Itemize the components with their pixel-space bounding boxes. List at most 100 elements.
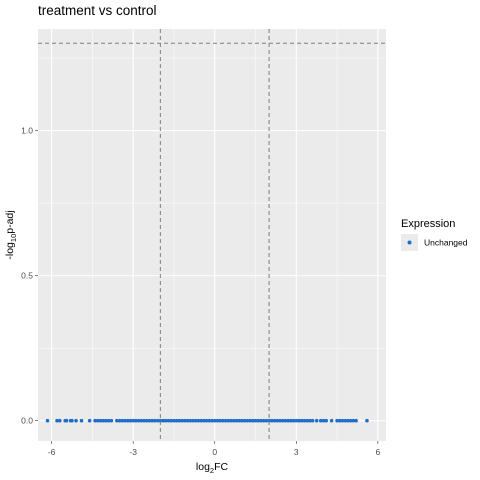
data-point-unchanged (131, 418, 135, 423)
data-point-unchanged (188, 418, 193, 423)
data-point-unchanged (308, 418, 312, 423)
data-point-unchanged (299, 418, 304, 423)
data-point-unchanged (139, 418, 144, 423)
data-point-unchanged (318, 418, 323, 423)
legend: Expression Unchanged (401, 218, 468, 251)
data-point-unchanged (74, 418, 78, 423)
data-point-unchanged (172, 418, 176, 423)
data-point-unchanged (234, 418, 239, 423)
data-point-unchanged (57, 418, 62, 423)
data-point-unchanged (147, 418, 152, 423)
data-point-unchanged (158, 418, 163, 423)
y-tick-label: 0.0 (21, 416, 33, 426)
data-point-unchanged (346, 418, 350, 423)
data-point-unchanged (297, 418, 301, 423)
data-point-unchanged (117, 418, 122, 423)
data-point-unchanged (207, 418, 212, 423)
data-point-unchanged (169, 418, 174, 423)
data-point-unchanged (337, 418, 342, 423)
data-point-unchanged (321, 418, 326, 423)
data-point-unchanged (212, 418, 217, 423)
data-point-unchanged (324, 418, 328, 423)
data-point-unchanged (64, 418, 69, 423)
data-point-unchanged (280, 418, 285, 423)
reference-lines (38, 29, 386, 441)
data-point-unchanged (196, 418, 201, 423)
data-point-unchanged (335, 418, 339, 423)
data-point-unchanged (340, 418, 345, 423)
data-point-unchanged (123, 418, 127, 423)
data-point-unchanged (221, 418, 225, 423)
data-point-unchanged (259, 418, 263, 423)
data-point-unchanged (174, 418, 179, 423)
data-point-unchanged (125, 418, 130, 423)
data-point-unchanged (136, 418, 141, 423)
x-tick-label: -6 (48, 447, 56, 457)
data-point-unchanged (134, 418, 138, 423)
data-point-unchanged (286, 418, 290, 423)
data-point-unchanged (98, 418, 103, 423)
data-point-unchanged (354, 418, 358, 423)
data-point-unchanged (264, 418, 269, 423)
data-point-unchanged (193, 418, 198, 423)
data-point-unchanged (163, 418, 168, 423)
data-point-unchanged (180, 418, 184, 423)
data-point-unchanged (278, 418, 282, 423)
data-point-unchanged (294, 418, 299, 423)
grid-minor (38, 29, 386, 441)
data-point-unchanged (305, 418, 309, 423)
data-point-unchanged (272, 418, 277, 423)
data-point-unchanged (329, 418, 334, 423)
data-point-unchanged (142, 418, 146, 423)
data-point-unchanged (93, 418, 97, 423)
data-point-unchanged (351, 418, 356, 423)
x-tick-label: 0 (212, 447, 217, 457)
plot-panel (38, 29, 386, 441)
data-point-unchanged (166, 418, 171, 423)
data-point-unchanged (104, 418, 108, 423)
data-point-unchanged (96, 418, 100, 423)
data-point-unchanged (348, 418, 353, 423)
x-axis: -6 -3 0 3 6 (48, 441, 380, 457)
data-point-unchanged (229, 418, 233, 423)
data-point-unchanged (245, 418, 250, 423)
data-point-unchanged (267, 418, 271, 423)
data-point-unchanged (215, 418, 220, 423)
data-point-unchanged (256, 418, 261, 423)
data-point-unchanged (289, 418, 293, 423)
data-point-unchanged (204, 418, 209, 423)
data-point-unchanged (153, 418, 157, 423)
chart-title: treatment vs control (38, 3, 157, 18)
data-point-unchanged (115, 418, 119, 423)
data-point-unchanged (237, 418, 241, 423)
y-tick-label: 0.5 (21, 271, 33, 281)
x-tick-label: 3 (294, 447, 299, 457)
data-point-unchanged (101, 418, 106, 423)
legend-title: Expression (401, 218, 455, 230)
data-point-unchanged (202, 418, 206, 423)
data-point-unchanged (144, 418, 149, 423)
data-point-unchanged (191, 418, 195, 423)
y-tick-label: 1.0 (21, 126, 33, 136)
data-point-unchanged (248, 418, 252, 423)
y-axis-title: -log10p-adj (4, 210, 18, 259)
data-point-unchanged (87, 418, 92, 423)
data-point-unchanged (283, 418, 288, 423)
data-point-unchanged (199, 418, 203, 423)
data-point-unchanged (109, 418, 114, 423)
data-point-unchanged (240, 418, 244, 423)
data-point-unchanged (155, 418, 160, 423)
data-point-unchanged (231, 418, 236, 423)
data-point-unchanged (242, 418, 247, 423)
data-point-unchanged (310, 418, 315, 423)
data-point-unchanged (161, 418, 165, 423)
x-axis-title: log2FC (196, 461, 229, 475)
data-point-unchanged (45, 418, 50, 423)
data-point-unchanged (70, 418, 74, 423)
data-point-unchanged (79, 418, 84, 423)
data-point-unchanged (185, 418, 190, 423)
data-point-unchanged (291, 418, 296, 423)
data-point-unchanged (314, 418, 319, 423)
x-tick-label: 6 (375, 447, 380, 457)
